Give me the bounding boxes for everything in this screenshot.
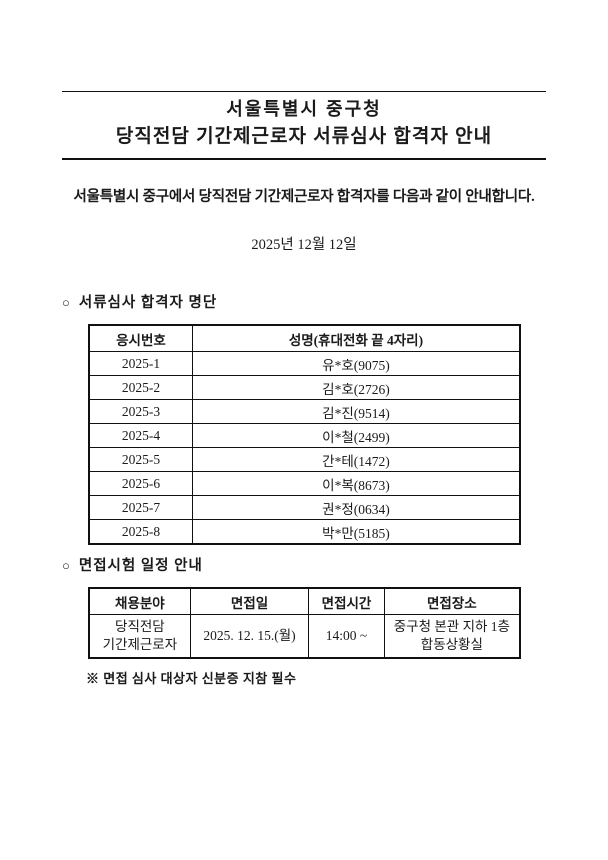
applicant-no-cell: 2025-7 bbox=[88, 495, 193, 520]
interview-field-header: 채용분야 bbox=[88, 587, 191, 615]
applicant-table-row: 2025-3 김*진(9514) bbox=[88, 399, 521, 424]
applicant-no-cell: 2025-5 bbox=[88, 447, 193, 472]
applicant-table-row: 2025-8 박*만(5185) bbox=[88, 519, 521, 545]
applicant-name-cell: 이*복(8673) bbox=[191, 471, 521, 496]
applicant-no-header: 응시번호 bbox=[88, 324, 193, 352]
applicant-table-header-row: 응시번호 성명(휴대전화 끝 4자리) bbox=[88, 324, 521, 352]
title-banner: 서울특별시 중구청 당직전담 기간제근로자 서류심사 합격자 안내 bbox=[62, 91, 546, 160]
applicant-no-cell: 2025-2 bbox=[88, 375, 193, 400]
footnote-id-required: ※ 면접 심사 대상자 신분증 지참 필수 bbox=[86, 671, 297, 686]
section-bullet-icon: ○ bbox=[62, 295, 71, 310]
applicant-table-row: 2025-6 이*복(8673) bbox=[88, 471, 521, 496]
applicant-name-cell: 김*호(2726) bbox=[191, 375, 521, 400]
interview-table: 채용분야 면접일 면접시간 면접장소 당직전담 기간제근로자 2025. 12.… bbox=[88, 587, 521, 659]
intro-text: 서울특별시 중구에서 당직전담 기간제근로자 합격자를 다음과 같이 안내합니다… bbox=[73, 189, 535, 205]
interview-table-header-row: 채용분야 면접일 면접시간 면접장소 bbox=[88, 587, 521, 615]
interview-place-header: 면접장소 bbox=[383, 587, 521, 615]
applicant-table: 응시번호 성명(휴대전화 끝 4자리) 2025-1 유*호(9075) 2025-… bbox=[88, 324, 521, 545]
interview-time-header: 면접시간 bbox=[308, 587, 385, 615]
interview-field-cell: 당직전담 기간제근로자 bbox=[88, 614, 191, 659]
section-bullet-icon: ○ bbox=[62, 558, 71, 573]
applicant-name-cell: 박*만(5185) bbox=[191, 519, 521, 545]
page-title-line1: 서울특별시 중구청 bbox=[226, 99, 382, 119]
applicant-table-row: 2025-5 간*테(1472) bbox=[88, 447, 521, 472]
applicant-name-cell: 권*정(0634) bbox=[191, 495, 521, 520]
applicant-no-cell: 2025-1 bbox=[88, 351, 193, 376]
section-heading-interview: ○ 면접시험 일정 안내 bbox=[62, 554, 608, 575]
applicant-table-row: 2025-7 권*정(0634) bbox=[88, 495, 521, 520]
section-heading-pass-list: ○ 서류심사 합격자 명단 bbox=[62, 291, 608, 312]
interview-place-cell: 중구청 본관 지하 1층 합동상황실 bbox=[383, 614, 521, 659]
page-title-line2: 당직전담 기간제근로자 서류심사 합격자 안내 bbox=[115, 126, 493, 147]
applicant-name-cell: 이*철(2499) bbox=[191, 423, 521, 448]
section-title: 면접시험 일정 안내 bbox=[78, 558, 203, 574]
interview-date-header: 면접일 bbox=[189, 587, 310, 615]
applicant-table-body: 2025-1 유*호(9075) 2025-2 김*호(2726) 2025-3 김*진(… bbox=[88, 351, 521, 545]
applicant-name-cell: 유*호(9075) bbox=[191, 351, 521, 376]
applicant-table-row: 2025-2 김*호(2726) bbox=[88, 375, 521, 400]
applicant-table-row: 2025-4 이*철(2499) bbox=[88, 423, 521, 448]
applicant-name-cell: 김*진(9514) bbox=[191, 399, 521, 424]
applicant-no-cell: 2025-3 bbox=[88, 399, 193, 424]
section-title: 서류심사 합격자 명단 bbox=[78, 295, 218, 311]
applicant-name-header: 성명(휴대전화 끝 4자리) bbox=[191, 324, 521, 352]
document-date: 2025년 12월 12일 bbox=[251, 237, 357, 253]
applicant-no-cell: 2025-8 bbox=[88, 519, 193, 545]
interview-table-row: 당직전담 기간제근로자 2025. 12. 15.(월) 14:00 ~ 중구청… bbox=[88, 614, 521, 659]
applicant-no-cell: 2025-4 bbox=[88, 423, 193, 448]
interview-date-cell: 2025. 12. 15.(월) bbox=[189, 614, 310, 659]
applicant-name-cell: 간*테(1472) bbox=[191, 447, 521, 472]
interview-time-cell: 14:00 ~ bbox=[308, 614, 385, 659]
applicant-table-row: 2025-1 유*호(9075) bbox=[88, 351, 521, 376]
applicant-no-cell: 2025-6 bbox=[88, 471, 193, 496]
